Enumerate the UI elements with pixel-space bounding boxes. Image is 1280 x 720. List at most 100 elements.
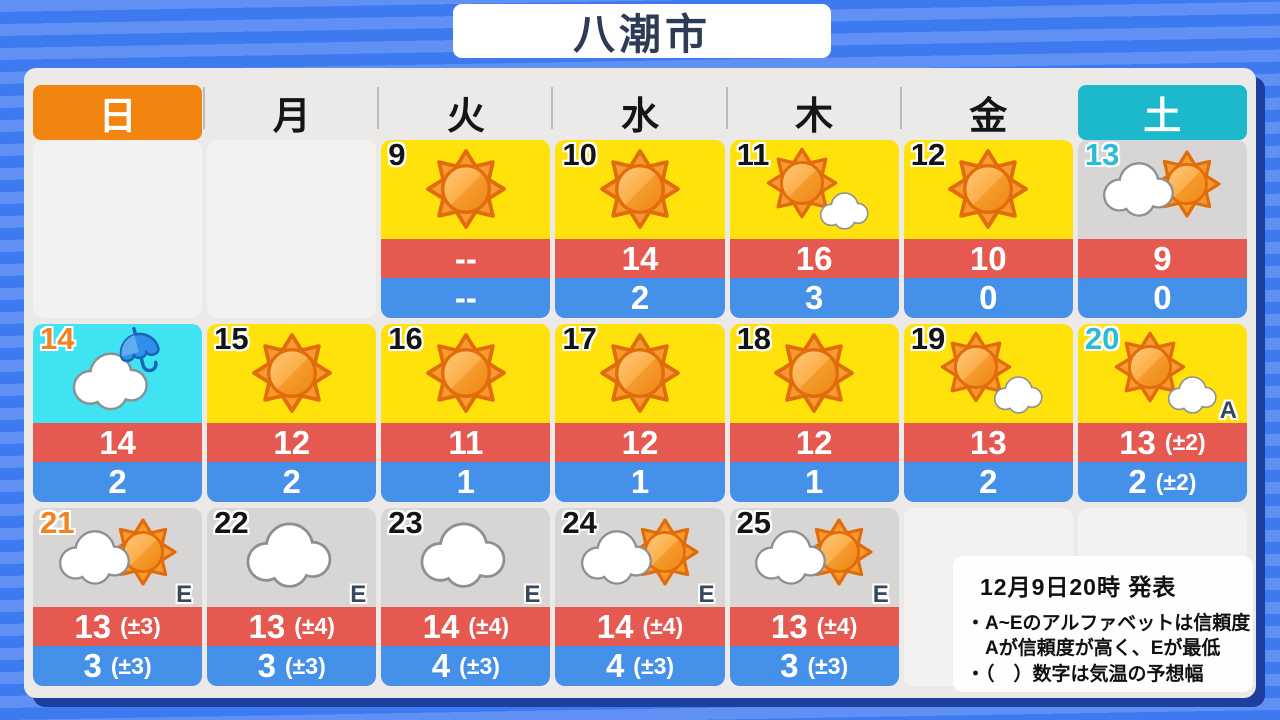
low-temp: 2 <box>207 462 377 502</box>
low-temp: 2 <box>33 462 203 502</box>
day-cell-17: 17 12 1 <box>555 324 725 502</box>
date-label: 21 <box>40 508 75 540</box>
sun-icon <box>251 333 332 413</box>
day-cell-11: 11 16 3 <box>729 140 899 318</box>
weekday-header-weekday-4: 木 <box>725 85 899 140</box>
low-temp: 2 <box>903 462 1073 502</box>
low-temp: 3 (±3) <box>33 646 203 686</box>
weekday-header-weekday-2: 火 <box>377 85 550 140</box>
low-temp: 0 <box>903 278 1073 318</box>
date-label: 25 <box>736 508 772 540</box>
high-temp-range: (±4) <box>642 613 684 639</box>
reliability-label: E <box>872 581 889 608</box>
high-temp: -- <box>381 239 551 278</box>
weekday-header-sunday: 日 <box>33 85 203 140</box>
high-temp: 13 (±2) <box>1077 423 1247 462</box>
day-cell-20: 20 A 13 (±2) 2 (±2) <box>1077 324 1247 502</box>
low-temp: 4 (±3) <box>555 646 725 686</box>
forecast-calendar: 日月火水木金土 9 -- -- 10 14 2 11 16 3 12 10 0 13 9 0 14 14 2 15 1… <box>24 68 1256 698</box>
weekday-header-weekday-5: 金 <box>899 85 1073 140</box>
weather-area: 25 E <box>729 508 899 608</box>
reliability-label: E <box>698 581 715 608</box>
weather-area: 13 <box>1077 140 1247 239</box>
week-row-0: 9 -- -- 10 14 2 11 16 3 12 10 0 13 9 0 <box>33 140 1247 318</box>
reliability-label: E <box>524 581 541 608</box>
low-temp: 0 <box>1077 278 1247 318</box>
high-temp: 14 (±4) <box>381 607 551 646</box>
cloud-sun-icon <box>58 518 177 586</box>
sun-icon <box>774 333 855 413</box>
day-cell-14: 14 14 2 <box>33 324 203 502</box>
low-temp: 3 (±3) <box>729 646 899 686</box>
day-cell-22: 22 E 13 (±4) 3 (±3) <box>207 508 377 686</box>
weather-area: 23 E <box>381 508 551 608</box>
weather-area: 19 <box>903 324 1073 423</box>
high-temp: 11 <box>381 423 551 462</box>
date-label: 11 <box>736 140 770 172</box>
high-temp: 14 (±4) <box>555 607 725 646</box>
reliability-label: A <box>1219 397 1237 424</box>
sun-icon <box>600 149 680 229</box>
date-label: 20 <box>1084 324 1120 356</box>
date-label: 16 <box>388 324 423 356</box>
low-temp: 3 <box>729 278 899 318</box>
weekday-header-row: 日月火水木金土 <box>33 85 1247 140</box>
week-row-1: 14 14 2 15 12 2 16 11 1 17 12 1 18 12 1 19 13 2 20 A 13 (±2) 2… <box>33 324 1247 502</box>
day-cell-21: 21 E 13 (±3) 3 (±3) <box>33 508 203 686</box>
weather-area: 10 <box>555 140 725 239</box>
low-temp: 1 <box>555 462 725 502</box>
day-cell-15: 15 12 2 <box>207 324 377 502</box>
date-label: 22 <box>214 508 249 540</box>
high-temp: 14 <box>555 239 725 278</box>
weather-area: 11 <box>729 140 899 239</box>
weather-area: 14 <box>33 324 203 423</box>
high-temp: 12 <box>207 423 377 462</box>
cloud-icon <box>420 522 506 588</box>
date-label: 13 <box>1084 140 1120 172</box>
cloud-sun-icon <box>755 518 873 586</box>
low-temp: 2 (±2) <box>1077 462 1247 502</box>
sun-icon <box>600 333 680 413</box>
empty-day-cell <box>207 140 377 318</box>
day-cell-10: 10 14 2 <box>555 140 725 318</box>
low-temp: -- <box>381 278 551 318</box>
day-cell-13: 13 9 0 <box>1077 140 1247 318</box>
high-temp-range: (±2) <box>1164 429 1206 455</box>
date-label: 9 <box>388 140 406 172</box>
high-temp: 12 <box>555 423 725 462</box>
low-temp-range: (±3) <box>285 652 326 679</box>
date-label: 10 <box>562 140 597 172</box>
day-cell-19: 19 13 2 <box>903 324 1073 502</box>
weather-area: 24 E <box>555 508 725 608</box>
date-label: 23 <box>388 508 423 540</box>
date-label: 15 <box>214 324 249 356</box>
legend-line-reliability: ・A~Eのアルファベットは信頼度 <box>966 613 1251 634</box>
high-temp: 9 <box>1077 239 1247 278</box>
legend-line-range: ・（ ）数字は気温の予想幅 <box>966 663 1204 685</box>
day-cell-25: 25 E 13 (±4) 3 (±3) <box>729 508 899 686</box>
sun-icon <box>425 333 506 413</box>
weather-area: 12 <box>903 140 1073 239</box>
weather-area: 20 A <box>1077 324 1247 424</box>
date-label: 24 <box>562 508 597 540</box>
day-cell-9: 9 -- -- <box>381 140 551 318</box>
forecast-notes: 12月9日20時 発表 ・A~Eのアルファベットは信頼度 Aが信頼度が高く、Eが… <box>953 556 1253 692</box>
high-temp: 10 <box>903 239 1073 278</box>
low-temp-range: (±2) <box>1155 468 1197 495</box>
high-temp: 16 <box>729 239 899 278</box>
weather-area: 16 <box>381 324 551 423</box>
weekday-header-weekday-1: 月 <box>203 85 376 140</box>
day-cell-12: 12 10 0 <box>903 140 1073 318</box>
high-temp: 13 (±4) <box>729 607 899 646</box>
sun-icon <box>948 149 1029 229</box>
sun-cloud-icon <box>1115 331 1217 414</box>
date-label: 18 <box>736 324 772 356</box>
low-temp-range: (±3) <box>110 652 152 679</box>
date-label: 17 <box>562 324 597 356</box>
low-temp: 1 <box>381 462 551 502</box>
cloud-icon <box>246 522 332 588</box>
high-temp: 14 <box>33 423 203 462</box>
sun-icon <box>425 149 506 229</box>
high-temp-range: (±4) <box>468 613 510 639</box>
weather-area: 9 <box>381 140 551 239</box>
